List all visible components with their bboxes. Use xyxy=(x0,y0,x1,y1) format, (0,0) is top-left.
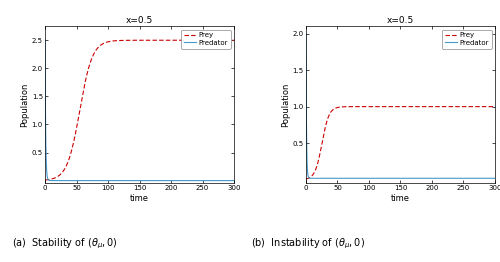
Line: Prey: Prey xyxy=(45,40,234,180)
Title: x=0.5: x=0.5 xyxy=(126,17,153,25)
Legend: Prey, Predator: Prey, Predator xyxy=(181,30,230,49)
Predator xyxy=(165,179,171,182)
Prey xyxy=(165,39,171,42)
Predator xyxy=(338,177,344,180)
Text: (b)  Instability of $(\theta_\mu,0)$: (b) Instability of $(\theta_\mu,0)$ xyxy=(250,237,364,251)
Prey xyxy=(231,39,237,42)
Prey xyxy=(338,105,344,108)
Predator xyxy=(426,177,432,180)
Predator xyxy=(416,177,422,180)
Predator xyxy=(375,177,381,180)
Prey xyxy=(375,105,381,108)
Predator xyxy=(231,179,237,182)
Line: Predator: Predator xyxy=(45,40,234,181)
Prey xyxy=(76,111,82,114)
Predator xyxy=(156,179,162,182)
Predator xyxy=(303,32,309,35)
Prey xyxy=(303,177,309,181)
Predator xyxy=(183,179,189,182)
Prey xyxy=(114,39,120,42)
Y-axis label: Population: Population xyxy=(281,83,290,127)
Title: x=0.5: x=0.5 xyxy=(387,17,414,25)
Prey xyxy=(183,39,189,42)
Prey xyxy=(42,178,48,182)
X-axis label: time: time xyxy=(391,194,410,203)
Predator xyxy=(76,179,82,182)
Prey xyxy=(198,39,203,42)
Predator xyxy=(42,39,48,42)
Y-axis label: Population: Population xyxy=(20,83,29,127)
Prey xyxy=(458,105,464,108)
Predator xyxy=(444,177,450,180)
Predator xyxy=(114,179,120,182)
Predator xyxy=(492,177,498,180)
Prey xyxy=(416,105,422,108)
Prey xyxy=(492,105,498,108)
Predator xyxy=(325,177,331,180)
Prey xyxy=(156,39,162,42)
Predator xyxy=(198,179,203,182)
Text: (a)  Stability of $(\theta_\mu,0)$: (a) Stability of $(\theta_\mu,0)$ xyxy=(12,237,118,251)
Prey xyxy=(426,105,432,108)
Line: Prey: Prey xyxy=(306,107,495,179)
Line: Predator: Predator xyxy=(306,34,495,178)
X-axis label: time: time xyxy=(130,194,149,203)
Legend: Prey, Predator: Prey, Predator xyxy=(442,30,492,49)
Prey xyxy=(448,105,454,108)
Predator xyxy=(458,177,464,180)
Prey xyxy=(444,105,450,108)
